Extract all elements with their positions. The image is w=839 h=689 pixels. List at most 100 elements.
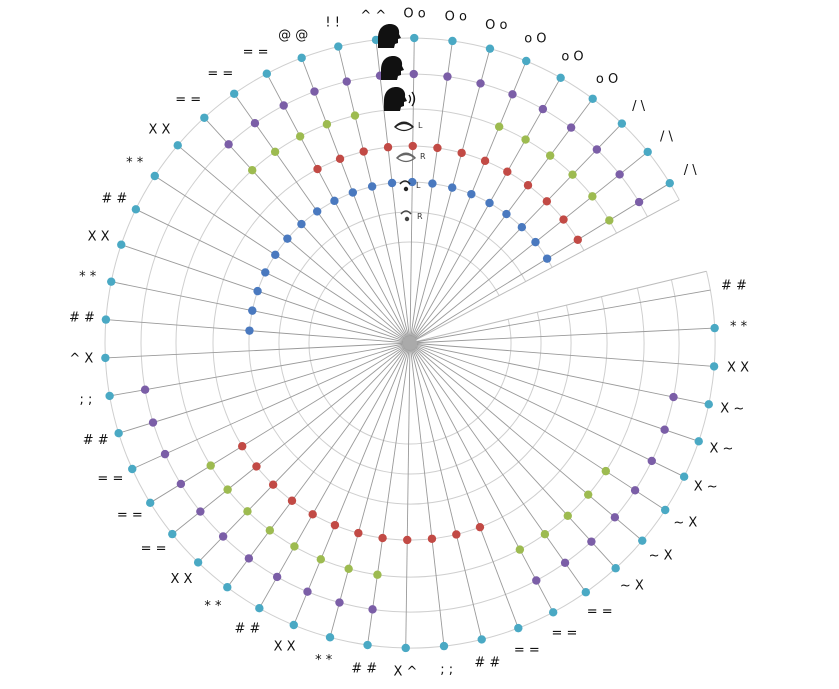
spoke-label: ^ ^ bbox=[360, 9, 386, 24]
spoke-label: = = bbox=[243, 45, 269, 60]
ear-icon bbox=[401, 211, 411, 221]
data-dot bbox=[313, 165, 321, 173]
data-dot bbox=[273, 573, 281, 581]
data-dot bbox=[174, 141, 182, 149]
data-dot bbox=[245, 326, 253, 334]
spoke-line bbox=[410, 343, 616, 568]
data-dot bbox=[660, 425, 668, 433]
data-dot bbox=[518, 223, 526, 231]
data-dot bbox=[476, 523, 484, 531]
data-dot bbox=[403, 536, 411, 544]
spoke-label: O o bbox=[445, 10, 467, 25]
spoke-label: / \ bbox=[660, 129, 674, 144]
data-dot bbox=[695, 437, 703, 445]
chart-center-hub bbox=[403, 336, 417, 350]
spoke-label: = = bbox=[117, 508, 143, 523]
data-dot bbox=[516, 545, 524, 553]
data-dot bbox=[378, 534, 386, 542]
spoke-line bbox=[106, 320, 410, 343]
data-dot bbox=[522, 57, 530, 65]
data-dot bbox=[132, 205, 140, 213]
data-dot bbox=[261, 268, 269, 276]
data-dot bbox=[290, 621, 298, 629]
data-dot bbox=[587, 537, 595, 545]
data-dot bbox=[296, 132, 304, 140]
data-dot bbox=[467, 190, 475, 198]
data-dot bbox=[248, 166, 256, 174]
data-dot bbox=[539, 105, 547, 113]
spoke-label: ; ; bbox=[440, 662, 453, 677]
data-dot bbox=[359, 147, 367, 155]
data-dot bbox=[223, 583, 231, 591]
spoke-label: ; ; bbox=[80, 393, 93, 408]
data-dot bbox=[661, 506, 669, 514]
data-dot bbox=[330, 197, 338, 205]
data-dot bbox=[541, 530, 549, 538]
spoke-label: = = bbox=[97, 471, 123, 486]
spoke-line bbox=[234, 94, 410, 343]
data-dot bbox=[549, 608, 557, 616]
spoke-line bbox=[155, 176, 410, 343]
data-dot bbox=[644, 148, 652, 156]
data-dot bbox=[107, 277, 115, 285]
spoke-label: O o bbox=[403, 7, 425, 22]
spoke-line bbox=[330, 343, 410, 637]
spoke-line bbox=[410, 343, 699, 441]
spoke-label: # # bbox=[101, 191, 127, 206]
spoke-label: / \ bbox=[684, 163, 698, 178]
data-dot bbox=[648, 457, 656, 465]
spoke-label: ~ X bbox=[673, 516, 697, 531]
data-dot bbox=[485, 199, 493, 207]
spoke-line bbox=[410, 290, 710, 343]
spoke-label: # # bbox=[235, 622, 261, 637]
data-dot bbox=[588, 192, 596, 200]
spoke-label: ! ! bbox=[325, 16, 340, 31]
data-dot bbox=[568, 170, 576, 178]
data-dot bbox=[602, 467, 610, 475]
spoke-label: o O bbox=[524, 31, 546, 46]
spoke-label: # # bbox=[351, 661, 377, 676]
data-dot bbox=[556, 74, 564, 82]
spoke-line bbox=[204, 118, 410, 343]
data-dot bbox=[532, 576, 540, 584]
data-dot bbox=[543, 197, 551, 205]
data-dot bbox=[410, 70, 418, 78]
data-dot bbox=[207, 461, 215, 469]
data-dot bbox=[230, 90, 238, 98]
data-dot bbox=[503, 168, 511, 176]
spoke-label: X ~ bbox=[709, 442, 733, 457]
data-dot bbox=[368, 182, 376, 190]
spoke-line bbox=[110, 343, 410, 396]
spoke-label: / \ bbox=[632, 99, 646, 114]
spoke-line bbox=[410, 343, 714, 366]
data-dot bbox=[605, 216, 613, 224]
spoke-line bbox=[410, 328, 715, 343]
speaker-silhouette-icon bbox=[381, 56, 404, 80]
data-dot bbox=[151, 172, 159, 180]
spoke-label: X ~ bbox=[694, 480, 718, 495]
spoke-label: = = bbox=[587, 604, 613, 619]
data-dot bbox=[564, 512, 572, 520]
data-dot bbox=[514, 624, 522, 632]
spoke-label: = = bbox=[514, 643, 540, 658]
data-dot bbox=[310, 87, 318, 95]
data-dot bbox=[200, 114, 208, 122]
data-dot bbox=[710, 324, 718, 332]
data-dot bbox=[705, 400, 713, 408]
data-dot bbox=[271, 251, 279, 259]
spoke-line bbox=[410, 38, 414, 343]
data-dot bbox=[280, 101, 288, 109]
data-dot bbox=[546, 151, 554, 159]
spoke-label: ~ X bbox=[649, 549, 673, 564]
spoke-label: * * bbox=[126, 155, 144, 170]
data-dot bbox=[194, 558, 202, 566]
spoke-line bbox=[410, 41, 452, 343]
data-dot bbox=[351, 111, 359, 119]
data-dot bbox=[373, 571, 381, 579]
data-dot bbox=[308, 510, 316, 518]
spoke-line bbox=[410, 343, 642, 541]
data-dot bbox=[146, 499, 154, 507]
spoke-label: = = bbox=[141, 542, 167, 557]
data-dot bbox=[349, 188, 357, 196]
spoke-label: * * bbox=[315, 653, 333, 668]
